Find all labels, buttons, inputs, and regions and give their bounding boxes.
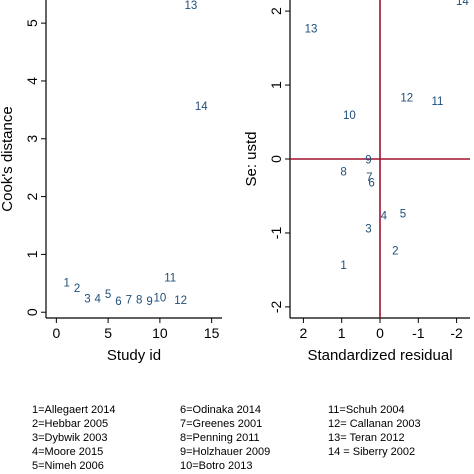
data-point-5: 5 [400, 208, 406, 220]
legend-entry: 5=Nimeh 2006 [32, 460, 104, 472]
y-tick-label: 1 [268, 81, 284, 89]
legend-entry: 4=Moore 2015 [32, 446, 103, 458]
data-point-7: 7 [366, 172, 372, 184]
data-point-14: 14 [195, 101, 208, 113]
legend-entry: 12= Callanan 2003 [328, 418, 421, 430]
data-point-10: 10 [343, 110, 356, 122]
data-point-2: 2 [392, 245, 398, 257]
y-tick-label: 2 [24, 192, 40, 200]
data-point-6: 6 [115, 296, 121, 308]
x-tick-label: 0 [52, 325, 60, 341]
y-tick-label: 0 [268, 155, 284, 163]
y-axis-title: Cook's distance [0, 106, 16, 211]
x-tick-label: -2 [450, 325, 463, 341]
data-point-13: 13 [305, 24, 318, 36]
y-tick-label: -1 [268, 227, 284, 240]
x-tick-label: 15 [204, 325, 220, 341]
y-tick-label: 2 [268, 7, 284, 15]
legend-entry: 1=Allegaert 2014 [32, 404, 115, 416]
legend-entry: 3=Dybwik 2003 [32, 432, 108, 444]
x-tick-label: 1 [338, 325, 346, 341]
y-tick-label: 4 [24, 77, 40, 85]
data-point-12: 12 [400, 92, 413, 104]
data-point-6: 6 [368, 177, 374, 189]
legend-entry: 13= Teran 2012 [328, 432, 405, 444]
x-tick-label: 10 [152, 325, 168, 341]
legend-entry: 14 = Siberry 2002 [328, 446, 415, 458]
legend-entry: 6=Odinaka 2014 [180, 404, 261, 416]
x-tick-label: 0 [376, 325, 384, 341]
x-axis-title: Standardized residual [307, 347, 452, 364]
data-point-14: 14 [456, 0, 469, 8]
legend-entry: 7=Greenes 2001 [180, 418, 262, 430]
y-tick-label: 0 [24, 308, 40, 316]
x-axis-title: Study id [107, 347, 161, 364]
data-point-1: 1 [64, 277, 70, 289]
legend-entry: 8=Penning 2011 [180, 432, 260, 444]
data-point-11: 11 [431, 96, 443, 108]
y-tick-label: 1 [24, 250, 40, 258]
data-point-11: 11 [164, 273, 176, 285]
data-point-13: 13 [185, 0, 198, 12]
legend-entry: 9=Holzhauer 2009 [180, 446, 270, 458]
x-tick-label: 2 [300, 325, 308, 341]
data-point-2: 2 [74, 283, 80, 295]
data-point-3: 3 [365, 223, 371, 235]
data-point-4: 4 [95, 293, 102, 305]
y-tick-label: -2 [268, 300, 284, 313]
legend-entry: 10=Botro 2013 [180, 460, 252, 472]
study-legend: 1=Allegaert 2014 6=Odinaka 2014 11=Schuh 2… [32, 404, 421, 472]
x-tick-label: -1 [412, 325, 425, 341]
legend-entry: 2=Hebbar 2005 [32, 418, 108, 430]
y-axis-title: Se: ustd [243, 131, 260, 186]
data-point-5: 5 [105, 289, 111, 301]
data-point-9: 9 [146, 296, 152, 308]
data-point-1: 1 [340, 260, 346, 272]
data-point-8: 8 [136, 295, 142, 307]
legend-entry: 11=Schuh 2004 [328, 404, 405, 416]
data-point-12: 12 [174, 295, 187, 307]
y-tick-label: 5 [24, 19, 40, 27]
data-point-3: 3 [84, 293, 90, 305]
y-tick-label: 3 [24, 135, 40, 143]
data-point-4: 4 [381, 211, 388, 223]
x-tick-label: 5 [104, 325, 112, 341]
data-point-8: 8 [340, 166, 346, 178]
data-point-9: 9 [365, 154, 371, 166]
data-point-7: 7 [126, 295, 132, 307]
data-point-10: 10 [153, 292, 166, 304]
